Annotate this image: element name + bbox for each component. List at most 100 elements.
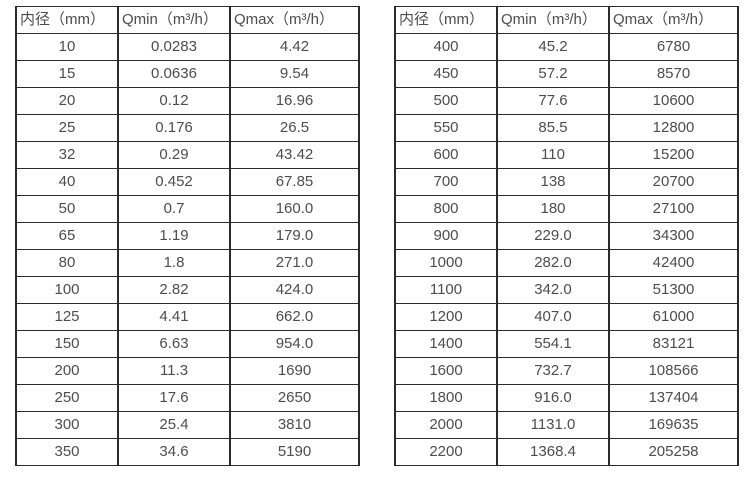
table-row: 500 77.6 10600 <box>394 87 739 115</box>
header-cell: 内径（mm） <box>15 6 119 34</box>
table-cell: 26.5 <box>229 114 360 142</box>
table-cell: 5190 <box>229 438 360 466</box>
table-cell: 900 <box>394 222 498 250</box>
table-cell: 20700 <box>608 168 739 196</box>
header-cell: Qmax（m³/h） <box>229 6 360 34</box>
table-row: 350 34.6 5190 <box>15 438 360 466</box>
table-cell: 1368.4 <box>496 438 610 466</box>
table-cell: 250 <box>15 384 119 412</box>
table-cell: 916.0 <box>496 384 610 412</box>
table-row: 1800 916.0 137404 <box>394 384 739 412</box>
table-row: 1100 342.0 51300 <box>394 276 739 304</box>
table-cell: 10600 <box>608 87 739 115</box>
table-cell: 800 <box>394 195 498 223</box>
table-cell: 1690 <box>229 357 360 385</box>
table-cell: 160.0 <box>229 195 360 223</box>
table-cell: 300 <box>15 411 119 439</box>
table-row: 450 57.2 8570 <box>394 60 739 88</box>
table-cell: 57.2 <box>496 60 610 88</box>
table-cell: 150 <box>15 330 119 358</box>
table-cell: 8570 <box>608 60 739 88</box>
table-row: 800 180 27100 <box>394 195 739 223</box>
table-cell: 229.0 <box>496 222 610 250</box>
table-cell: 100 <box>15 276 119 304</box>
table-cell: 700 <box>394 168 498 196</box>
table-cell: 0.29 <box>117 141 231 169</box>
table-row: 700 138 20700 <box>394 168 739 196</box>
table-cell: 1.8 <box>117 249 231 277</box>
table-cell: 40 <box>15 168 119 196</box>
table-cell: 732.7 <box>496 357 610 385</box>
header-row: 内径（mm） Qmin（m³/h） Qmax（m³/h） <box>394 6 739 34</box>
header-row: 内径（mm） Qmin（m³/h） Qmax（m³/h） <box>15 6 360 34</box>
table-cell: 1131.0 <box>496 411 610 439</box>
table-cell: 125 <box>15 303 119 331</box>
table-cell: 954.0 <box>229 330 360 358</box>
table-row: 10 0.0283 4.42 <box>15 33 360 61</box>
table-row: 100 2.82 424.0 <box>15 276 360 304</box>
table-cell: 1.19 <box>117 222 231 250</box>
table-cell: 4.41 <box>117 303 231 331</box>
table-row: 1400 554.1 83121 <box>394 330 739 358</box>
table-cell: 1000 <box>394 249 498 277</box>
table-cell: 61000 <box>608 303 739 331</box>
table-cell: 350 <box>15 438 119 466</box>
table-row: 2200 1368.4 205258 <box>394 438 739 466</box>
table-cell: 110 <box>496 141 610 169</box>
table-cell: 1400 <box>394 330 498 358</box>
table-cell: 6780 <box>608 33 739 61</box>
table-row: 20 0.12 16.96 <box>15 87 360 115</box>
table-cell: 83121 <box>608 330 739 358</box>
table-cell: 1200 <box>394 303 498 331</box>
table-cell: 2.82 <box>117 276 231 304</box>
table-cell: 77.6 <box>496 87 610 115</box>
table-cell: 65 <box>15 222 119 250</box>
table-cell: 3810 <box>229 411 360 439</box>
table-cell: 1600 <box>394 357 498 385</box>
flow-rate-table-large-diameters: 内径（mm） Qmin（m³/h） Qmax（m³/h） 400 45.2 6780 450… <box>394 6 739 466</box>
table-cell: 50 <box>15 195 119 223</box>
table-cell: 554.1 <box>496 330 610 358</box>
table-cell: 180 <box>496 195 610 223</box>
table-cell: 43.42 <box>229 141 360 169</box>
table-cell: 0.176 <box>117 114 231 142</box>
table-cell: 32 <box>15 141 119 169</box>
table-row: 1000 282.0 42400 <box>394 249 739 277</box>
table-cell: 0.7 <box>117 195 231 223</box>
table-row: 250 17.6 2650 <box>15 384 360 412</box>
table-cell: 1800 <box>394 384 498 412</box>
table-cell: 85.5 <box>496 114 610 142</box>
table-cell: 34.6 <box>117 438 231 466</box>
table-cell: 550 <box>394 114 498 142</box>
table-cell: 15 <box>15 60 119 88</box>
table-cell: 16.96 <box>229 87 360 115</box>
table-row: 125 4.41 662.0 <box>15 303 360 331</box>
table-cell: 17.6 <box>117 384 231 412</box>
table-cell: 600 <box>394 141 498 169</box>
table-row: 1600 732.7 108566 <box>394 357 739 385</box>
table-cell: 45.2 <box>496 33 610 61</box>
header-cell: 内径（mm） <box>394 6 498 34</box>
table-cell: 2650 <box>229 384 360 412</box>
table-cell: 42400 <box>608 249 739 277</box>
table-cell: 15200 <box>608 141 739 169</box>
table-cell: 0.12 <box>117 87 231 115</box>
table-cell: 2200 <box>394 438 498 466</box>
table-cell: 400 <box>394 33 498 61</box>
table-cell: 25.4 <box>117 411 231 439</box>
table-row: 15 0.0636 9.54 <box>15 60 360 88</box>
table-row: 25 0.176 26.5 <box>15 114 360 142</box>
table-row: 40 0.452 67.85 <box>15 168 360 196</box>
table-row: 1200 407.0 61000 <box>394 303 739 331</box>
table-cell: 1100 <box>394 276 498 304</box>
table-cell: 34300 <box>608 222 739 250</box>
table-cell: 80 <box>15 249 119 277</box>
table-row: 150 6.63 954.0 <box>15 330 360 358</box>
table-cell: 200 <box>15 357 119 385</box>
table-cell: 6.63 <box>117 330 231 358</box>
table-row: 65 1.19 179.0 <box>15 222 360 250</box>
table-cell: 407.0 <box>496 303 610 331</box>
table-cell: 0.0283 <box>117 33 231 61</box>
table-row: 900 229.0 34300 <box>394 222 739 250</box>
table-cell: 2000 <box>394 411 498 439</box>
